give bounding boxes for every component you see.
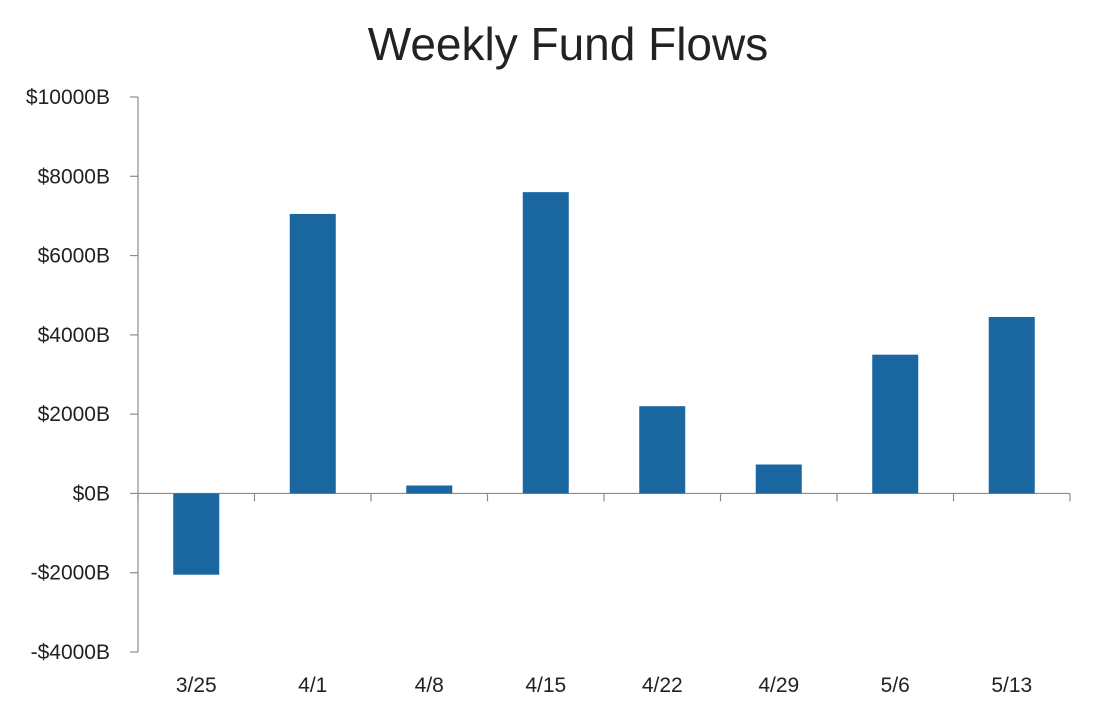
x-axis: [137, 492, 1071, 502]
bar-series: [173, 192, 1035, 575]
x-tick-label: 3/25: [176, 674, 217, 697]
bar-5-6: [872, 354, 919, 494]
x-tick-labels: 3/25 4/1 4/8 4/15 4/22 4/29 5/6 5/13: [176, 674, 1032, 697]
x-tick-label: 4/1: [298, 674, 327, 697]
bar-4-15: [522, 192, 569, 494]
x-tick-label: 5/13: [991, 674, 1032, 697]
y-tick-label: $8000B: [38, 165, 110, 188]
x-tick-label: 4/29: [758, 674, 799, 697]
x-tick-label: 4/8: [415, 674, 444, 697]
bar-3-25: [173, 493, 220, 575]
bar-5-13: [988, 317, 1035, 494]
y-tick-label: $0B: [73, 482, 110, 505]
y-tick-label: $4000B: [38, 324, 110, 347]
y-axis: -$4000B -$2000B $0B $2000B $4000B $6000B $8000…: [26, 86, 139, 664]
x-tick-label: 4/15: [525, 674, 566, 697]
bar-4-22: [639, 406, 686, 494]
y-tick-label: -$4000B: [31, 641, 110, 664]
chart-title: Weekly Fund Flows: [368, 18, 769, 70]
y-tick-label: $2000B: [38, 403, 110, 426]
x-tick-label: 5/6: [881, 674, 910, 697]
y-tick-label: $10000B: [26, 86, 110, 109]
bar-4-1: [289, 213, 336, 494]
bar-4-8: [406, 485, 453, 494]
bar-4-29: [755, 464, 802, 494]
y-tick-label: -$2000B: [31, 562, 110, 585]
y-tick-label: $6000B: [38, 245, 110, 268]
x-tick-label: 4/22: [642, 674, 683, 697]
